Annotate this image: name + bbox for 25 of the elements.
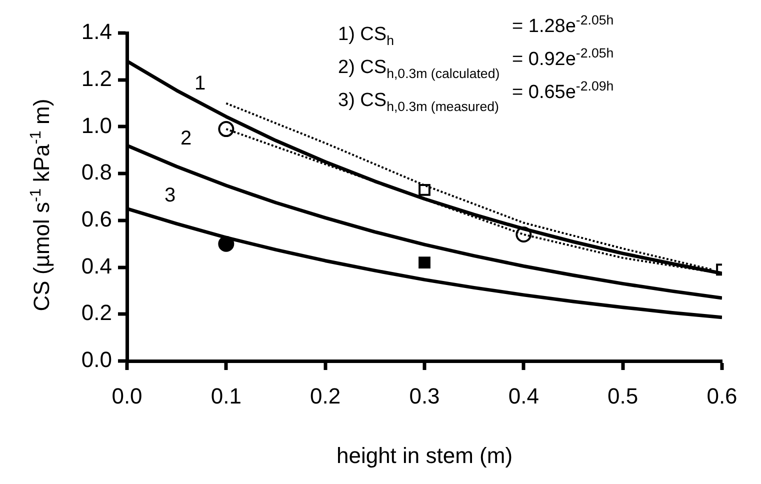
y-tick-label: 1.4 (81, 19, 112, 44)
x-tick-label: 0.5 (608, 383, 638, 408)
y-tick-label: 0.4 (81, 253, 112, 278)
x-tick-label: 0.2 (310, 383, 341, 408)
annotation: 3 (164, 184, 176, 208)
x-tick-label: 0.4 (508, 383, 539, 408)
annotation: = 0.92e$^{-2.05h}$ (512, 46, 614, 72)
x-tick-label: 0.0 (112, 383, 142, 408)
annotation: 3) CS$_{h,0.3m (measured)}$ (338, 89, 499, 114)
annotation: 2 (180, 128, 192, 150)
x-tick-label: 0.6 (706, 383, 738, 408)
y-tick-label: 0.8 (81, 160, 112, 185)
annotation: 2) CS$_{h,0.3m (calculated)}$ (338, 56, 500, 81)
x-tick-label: 0.1 (210, 383, 242, 408)
annotation: 1 (194, 72, 206, 96)
y-tick-label: 1.0 (81, 112, 112, 138)
y-tick-label: 0.6 (81, 206, 112, 232)
y-tick-label: 0.0 (81, 347, 112, 372)
annotation: 1) CS$_{h}$ (338, 23, 394, 48)
y-tick-label: 1.2 (81, 66, 112, 91)
y-tick-label: 0.2 (81, 300, 112, 326)
annotation: = 1.28e$^{-2.05h}$ (512, 12, 614, 39)
x-axis-title: height in stem (m) (336, 442, 513, 468)
x-tick-label: 0.3 (409, 383, 440, 408)
annotation: = 0.65e$^{-2.09h}$ (512, 78, 614, 105)
